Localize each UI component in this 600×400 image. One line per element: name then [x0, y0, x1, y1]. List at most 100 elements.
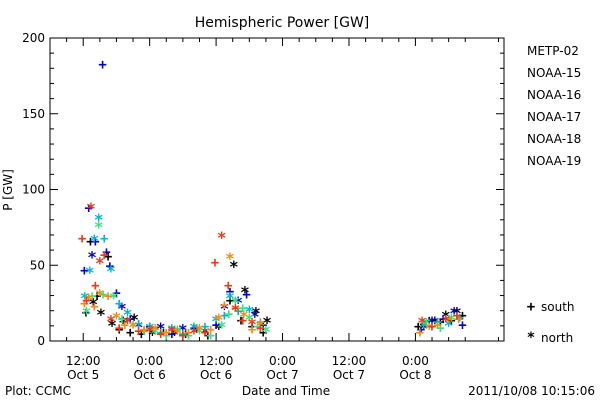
data-point: +	[190, 320, 198, 336]
x-tick-date: Oct 6	[134, 368, 166, 382]
legend: METP-02 NOAA-15 NOAA-16 NOAA-17 NOAA-18 NOAA-…	[527, 44, 582, 346]
data-point: *	[109, 289, 119, 308]
data-point: *	[447, 310, 457, 329]
data-point: *	[247, 314, 257, 333]
data-point: +	[436, 320, 444, 336]
data-point: *	[94, 217, 104, 236]
data-point: +	[201, 325, 209, 341]
data-point: *	[441, 311, 451, 330]
data-point: *	[250, 307, 260, 326]
data-point: *	[444, 311, 454, 330]
plot-timestamp: 2011/10/08 10:15:06	[468, 384, 595, 398]
data-point: *	[211, 311, 221, 330]
data-point: +	[256, 314, 264, 330]
data-point: *	[128, 317, 138, 336]
data-point: +	[433, 314, 441, 330]
data-point: +	[102, 245, 110, 261]
data-point: +	[447, 313, 455, 329]
data-point: +	[226, 284, 234, 300]
data-point: +	[100, 248, 108, 264]
data-point: *	[167, 320, 177, 339]
data-point: *	[95, 254, 105, 273]
data-point: +	[82, 305, 90, 321]
data-point: *	[225, 289, 235, 308]
data-point: +	[88, 289, 96, 305]
data-point: *	[145, 322, 155, 341]
data-point: *	[419, 317, 429, 336]
hemisphere-symbol: +	[527, 299, 535, 315]
y-tick-label: 0	[37, 334, 45, 348]
data-point: +	[86, 234, 94, 250]
data-point: +	[238, 301, 246, 317]
data-point: *	[145, 319, 155, 338]
series-metp-02: ++*+*+*+*+*+ * + * + * + *+*+*+*+* +*+*+*+*+	[82, 234, 467, 344]
legend-entry: NOAA-18	[527, 132, 581, 146]
x-tick-time: 0:00	[269, 354, 296, 368]
data-point: +	[115, 320, 123, 336]
data-point: *	[118, 313, 128, 332]
series-noaa-16: ****+*+* + * + * + * + * +*+ *+ * + * +	[80, 210, 464, 343]
data-point: +	[179, 326, 187, 342]
data-point: +	[104, 249, 112, 265]
data-point: +	[134, 323, 142, 339]
data-point: +	[140, 323, 148, 339]
x-tick-time: 0:00	[136, 354, 163, 368]
data-point: *	[231, 293, 241, 312]
data-point: +	[259, 317, 267, 333]
data-point: *	[84, 290, 94, 309]
data-point: *	[229, 257, 239, 276]
data-point: *	[200, 323, 210, 342]
data-point: *	[173, 322, 183, 341]
data-point: *	[231, 301, 241, 320]
data-point: +	[157, 325, 165, 341]
data-point: +	[137, 326, 145, 342]
data-point: +	[234, 304, 242, 320]
data-point: *	[106, 311, 116, 330]
data-point: *	[422, 314, 432, 333]
data-point: +	[162, 328, 170, 344]
data-point: *	[192, 322, 202, 341]
data-point: *	[107, 316, 117, 335]
data-point: *	[233, 293, 243, 312]
hemisphere-label: south	[541, 300, 575, 314]
x-tick-time: 12:00	[332, 354, 367, 368]
x-tick-date: Oct 6	[200, 368, 232, 382]
data-point: +	[455, 310, 463, 326]
data-point: *	[156, 319, 166, 338]
data-point: +	[99, 287, 107, 303]
data-point: *	[217, 317, 227, 336]
series-noaa-19: ++*+*+* + * + * + * + * ++*+*+ * + * + * +	[78, 199, 461, 344]
plot-credit: Plot: CCMC	[5, 384, 71, 398]
data-point: +	[157, 326, 165, 342]
data-point: +	[91, 278, 99, 294]
x-tick-time: 12:00	[66, 354, 101, 368]
data-point: +	[417, 322, 425, 338]
data-point: +	[242, 287, 250, 303]
data-point: *	[262, 313, 272, 332]
data-point: *	[170, 325, 180, 344]
data-point: *	[117, 299, 127, 318]
x-tick-date: Oct 7	[266, 368, 298, 382]
data-point: +	[121, 317, 129, 333]
x-tick-time: 12:00	[199, 354, 234, 368]
data-point: *	[86, 199, 96, 218]
data-point: *	[123, 313, 133, 332]
data-point: *	[195, 323, 205, 342]
y-axis-label: P [GW]	[1, 169, 15, 211]
data-point: *	[123, 305, 133, 324]
legend-entry: NOAA-16	[527, 88, 581, 102]
legend-entry: NOAA-17	[527, 110, 581, 124]
data-point: +	[206, 322, 214, 338]
chart-title: Hemispheric Power [GW]	[195, 15, 370, 31]
data-point: +	[206, 328, 214, 344]
data-point: +	[181, 326, 189, 342]
series-noaa-15: ++*+++++*+ * + * + * + * +*+* +* + + * + *+	[80, 57, 467, 343]
data-point: *	[217, 228, 227, 247]
data-point: *	[85, 263, 95, 282]
data-point: *	[129, 310, 139, 329]
data-point: *	[195, 320, 205, 339]
data-point: +	[414, 319, 422, 335]
data-point: *	[150, 320, 160, 339]
data-point: +	[454, 311, 462, 327]
data-point: *	[96, 305, 106, 324]
